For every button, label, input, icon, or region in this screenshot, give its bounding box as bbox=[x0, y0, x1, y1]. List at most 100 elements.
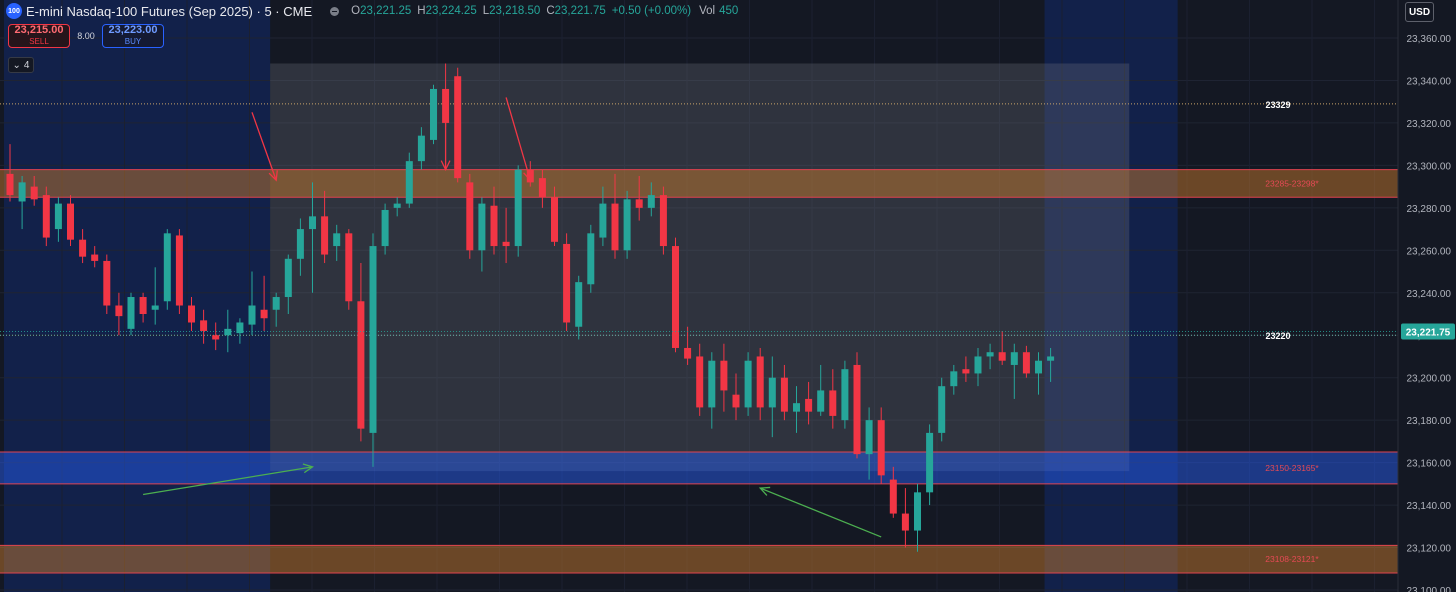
ohlc-values: O23,221.25 H23,224.25 L23,218.50 C23,221… bbox=[351, 5, 691, 17]
candle-body bbox=[611, 203, 619, 251]
candle-body bbox=[248, 305, 256, 325]
candle bbox=[611, 173, 619, 259]
candle-body bbox=[490, 205, 498, 247]
minus-circle-icon[interactable] bbox=[330, 6, 340, 16]
price-tick-label: 23,280.00 bbox=[1407, 204, 1452, 215]
candle bbox=[647, 182, 655, 217]
candle bbox=[417, 127, 425, 170]
candle bbox=[1035, 352, 1042, 395]
price-tick-label: 23,320.00 bbox=[1407, 119, 1452, 130]
candle bbox=[103, 254, 111, 314]
candle bbox=[321, 190, 329, 264]
annotation-arrow-green bbox=[142, 463, 314, 496]
price-tick-label: 23,100.00 bbox=[1407, 586, 1452, 592]
candle-body bbox=[914, 492, 921, 531]
symbol-title[interactable]: E-mini Nasdaq-100 Futures (Sep 2025) · 5… bbox=[26, 3, 313, 19]
candle bbox=[756, 347, 764, 421]
candle-body bbox=[756, 356, 764, 408]
candle bbox=[805, 381, 813, 425]
open-value: 23,221.25 bbox=[360, 5, 412, 17]
candle bbox=[926, 424, 934, 506]
buy-label: BUY bbox=[124, 37, 142, 46]
candle-body bbox=[127, 297, 135, 329]
buy-button[interactable]: 23,223.00 BUY bbox=[102, 24, 164, 48]
open-label: O bbox=[351, 5, 361, 17]
price-tick-label: 23,360.00 bbox=[1407, 34, 1452, 45]
candle-body bbox=[901, 513, 909, 531]
candle-body bbox=[575, 282, 583, 327]
spread-value: 8.00 bbox=[77, 31, 95, 41]
indicators-toggle-button[interactable]: ⌄ 4 bbox=[8, 57, 34, 73]
candle bbox=[200, 309, 208, 344]
candle-body bbox=[103, 260, 111, 306]
candle-body bbox=[260, 309, 268, 319]
candle-body bbox=[466, 182, 474, 251]
high-value: 23,224.25 bbox=[425, 5, 477, 17]
candle-body bbox=[478, 203, 486, 251]
zone-label: 23108-23121* bbox=[1265, 554, 1319, 564]
candle-body bbox=[744, 360, 752, 408]
candle-body bbox=[780, 377, 788, 412]
candle bbox=[115, 292, 123, 336]
candle bbox=[163, 229, 171, 310]
candle-body bbox=[950, 371, 958, 387]
candle-body bbox=[272, 297, 280, 310]
candle bbox=[91, 246, 99, 268]
price-tick-label: 23,300.00 bbox=[1407, 161, 1452, 172]
session-shading-0 bbox=[3, 0, 271, 592]
sell-button[interactable]: 23,215.00 SELL bbox=[8, 24, 70, 48]
candle-body bbox=[345, 233, 353, 302]
candle bbox=[309, 182, 316, 293]
candle-body bbox=[720, 360, 728, 391]
candle bbox=[224, 309, 232, 353]
candle bbox=[1010, 343, 1018, 399]
candle bbox=[478, 197, 486, 272]
candle-body bbox=[151, 305, 159, 310]
candle-body bbox=[538, 178, 546, 198]
candle-body bbox=[369, 246, 377, 433]
candle bbox=[151, 267, 159, 325]
arrow-head bbox=[440, 160, 451, 172]
candle-body bbox=[42, 195, 50, 238]
candle-body bbox=[805, 398, 813, 412]
candle bbox=[877, 407, 885, 484]
candle-body bbox=[405, 161, 413, 204]
candle-body bbox=[853, 364, 861, 455]
candle-body bbox=[623, 199, 631, 251]
arrow-head bbox=[268, 170, 278, 182]
arrow-head bbox=[758, 486, 771, 496]
symbol-logo-icon[interactable]: 100 bbox=[6, 3, 22, 19]
annotation-arrow-red bbox=[505, 97, 533, 182]
candle-body bbox=[514, 169, 522, 247]
candle-body bbox=[659, 195, 667, 247]
candle bbox=[684, 326, 692, 365]
zone-1 bbox=[0, 452, 1398, 484]
arrow-head bbox=[302, 463, 314, 474]
candle-body bbox=[454, 76, 462, 179]
candle bbox=[175, 229, 183, 314]
candle-body bbox=[938, 386, 946, 433]
candle-body bbox=[647, 195, 655, 208]
volume-label: Vol bbox=[699, 5, 716, 17]
price-tick-label: 23,140.00 bbox=[1407, 501, 1452, 512]
candle bbox=[538, 169, 546, 208]
price-axis-background bbox=[1398, 0, 1456, 592]
candle-body bbox=[430, 88, 437, 140]
currency-selector[interactable]: USD bbox=[1405, 2, 1434, 22]
arrow-shaft bbox=[759, 487, 882, 538]
candle bbox=[526, 161, 534, 187]
candle bbox=[79, 229, 87, 264]
session-shading-1 bbox=[1044, 0, 1178, 592]
candle bbox=[720, 343, 728, 412]
candle bbox=[563, 233, 571, 331]
annotation-arrow-green bbox=[758, 486, 882, 538]
candle bbox=[405, 152, 413, 208]
candle-body bbox=[865, 420, 873, 455]
candle-body bbox=[1022, 352, 1030, 374]
candle-body bbox=[563, 243, 571, 323]
candle bbox=[369, 233, 377, 467]
candle bbox=[768, 356, 776, 438]
candle-body bbox=[551, 197, 558, 242]
